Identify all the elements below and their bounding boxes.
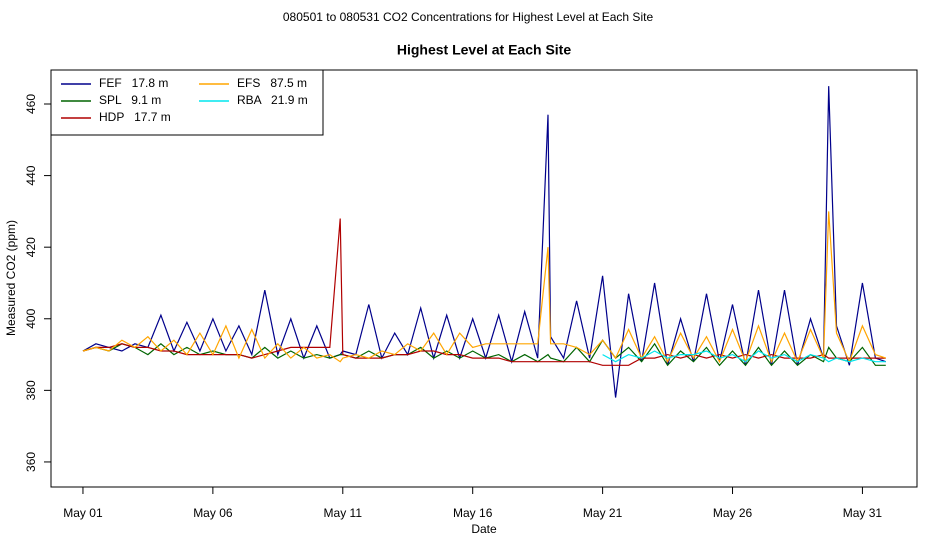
x-tick-label: May 06 [193, 506, 233, 520]
legend-box [50, 69, 324, 136]
legend-label: FEF 17.8 m [99, 76, 168, 90]
y-tick-label: 400 [24, 308, 38, 328]
x-tick-label: May 31 [843, 506, 883, 520]
legend-label: HDP 17.7 m [99, 110, 171, 124]
x-tick-label: May 21 [583, 506, 623, 520]
series-line [602, 350, 886, 363]
legend-label: SPL 9.1 m [99, 93, 161, 107]
plot-frame [50, 69, 918, 488]
legend-label: EFS 87.5 m [237, 76, 307, 90]
series-line [82, 218, 886, 366]
legend-label: RBA 21.9 m [237, 93, 308, 107]
y-axis-label: Measured CO2 (ppm) [4, 220, 18, 336]
x-tick-label: May 16 [453, 506, 493, 520]
x-axis-label: Date [471, 522, 497, 536]
suptitle: 080501 to 080531 CO2 Concentrations for … [283, 10, 654, 24]
x-tick-label: May 26 [713, 506, 753, 520]
y-tick-label: 420 [24, 237, 38, 257]
series-line [82, 211, 886, 364]
y-tick-label: 440 [24, 165, 38, 185]
series-line [82, 86, 886, 398]
y-tick-label: 380 [24, 380, 38, 400]
y-tick-label: 360 [24, 452, 38, 472]
x-tick-label: May 11 [324, 506, 363, 520]
x-tick-label: May 01 [63, 506, 103, 520]
chart-title: Highest Level at Each Site [397, 42, 571, 58]
y-tick-label: 460 [24, 94, 38, 114]
